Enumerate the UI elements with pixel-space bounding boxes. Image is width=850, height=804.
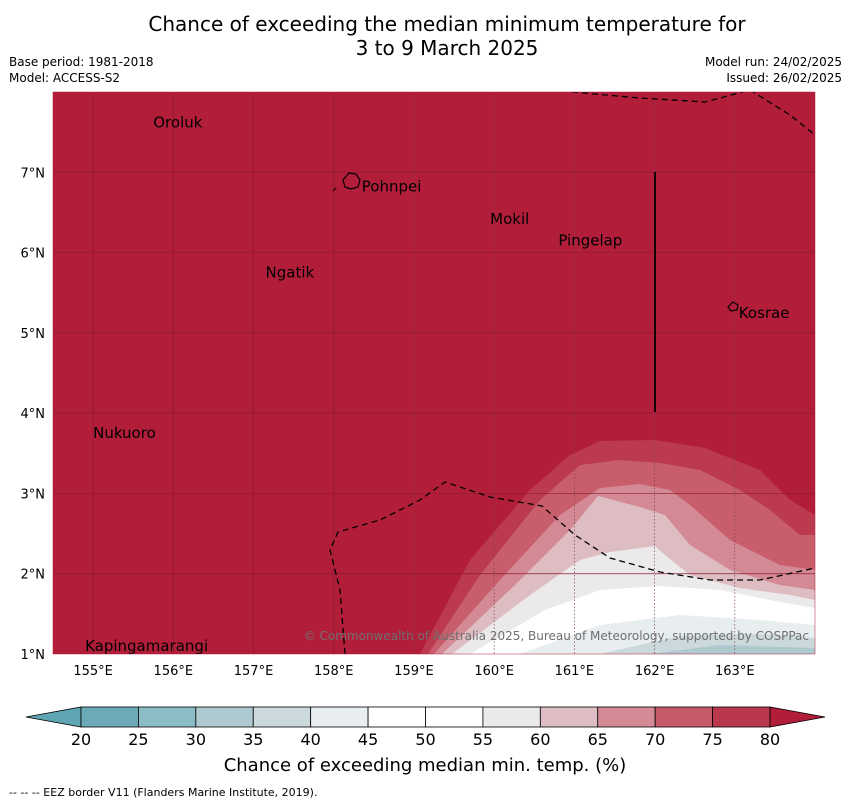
copyright-notice: © Commonwealth of Australia 2025, Bureau… — [304, 629, 809, 643]
eez-border-south — [329, 481, 815, 654]
title-line-1: Chance of exceeding the median minimum t… — [148, 12, 746, 36]
chart-title: Chance of exceeding the median minimum t… — [0, 12, 850, 60]
band-30 — [650, 645, 815, 654]
colorbar-segment — [539, 706, 599, 728]
map-area: Oroluk Pohnpei Mokil Pingelap Ngatik Kosrae Nu… — [53, 92, 815, 655]
place-label-kosrae: Kosrae — [739, 304, 790, 322]
lon-tick-label: 159°E — [394, 664, 434, 679]
metadata-right: Model run: 24/02/2025 Issued: 26/02/2025 — [705, 54, 842, 86]
place-label-oroluk: Oroluk — [153, 114, 202, 132]
colorbar-segment — [712, 706, 771, 728]
gridlines — [53, 92, 815, 654]
lon-tick-label: 162°E — [635, 664, 675, 679]
lat-tick-label: 3°N — [21, 487, 46, 502]
lon-tick-label: 156°E — [154, 664, 194, 679]
eez-footnote: -- -- -- EEZ border V11 (Flanders Marine… — [9, 786, 318, 799]
lat-tick-label: 4°N — [21, 407, 46, 422]
lat-tick-label: 7°N — [21, 166, 46, 181]
colorbar-tick-label: 50 — [415, 730, 436, 749]
colorbar-tick-label: 40 — [300, 730, 321, 749]
lat-tick-label: 2°N — [21, 568, 46, 583]
colorbar-tick-label: 75 — [702, 730, 723, 749]
colorbar-tick-label: 30 — [185, 730, 206, 749]
colorbar-segment — [310, 706, 369, 728]
pohnpei-island — [342, 172, 361, 190]
lon-tick-label: 155°E — [73, 664, 113, 679]
lon-tick-label: 163°E — [715, 664, 755, 679]
lon-tick-label: 158°E — [314, 664, 354, 679]
lon-tick-label: 160°E — [474, 664, 514, 679]
colorbar-title: Chance of exceeding median min. temp. (%… — [223, 755, 627, 776]
issued-date: Issued: 26/02/2025 — [726, 71, 842, 85]
metadata-left: Base period: 1981-2018 Model: ACCESS-S2 — [9, 54, 154, 86]
place-labels: Oroluk Pohnpei Mokil Pingelap Ngatik Kosrae Nu… — [85, 114, 790, 655]
model-run: Model run: 24/02/2025 — [704, 55, 842, 69]
place-label-ngatik: Ngatik — [266, 264, 315, 282]
colorbar-segment — [425, 706, 484, 728]
lat-tick-label: 5°N — [21, 327, 46, 342]
kosrae-island — [727, 301, 739, 312]
colorbar-tick-label: 20 — [70, 730, 92, 749]
colorbar-tick-label: 65 — [587, 730, 608, 749]
map-frame — [52, 91, 816, 655]
colorbar-tick-label: 55 — [472, 730, 494, 749]
lat-tick-label: 6°N — [21, 247, 46, 262]
lon-tick-label: 161°E — [555, 664, 595, 679]
eez-border-north — [571, 92, 815, 136]
model-name: Model: ACCESS-S2 — [9, 71, 121, 85]
latitude-tick-labels: 1°N 2°N 3°N 4°N 5°N 6°N 7°N — [21, 166, 46, 663]
lat-tick-label: 1°N — [21, 648, 46, 663]
colorbar-segment — [597, 706, 656, 728]
colorbar-segment — [482, 706, 541, 728]
colorbar-tick-label: 80 — [759, 730, 781, 749]
lon-tick-label: 157°E — [234, 664, 274, 679]
place-label-mokil: Mokil — [490, 210, 529, 228]
place-label-kapingamarangi: Kapingamarangi — [85, 637, 208, 655]
colorbar-segment — [654, 706, 713, 728]
place-label-pohnpei: Pohnpei — [362, 178, 422, 196]
place-label-nukuoro: Nukuoro — [93, 424, 156, 442]
pohnpei-islet — [332, 187, 337, 192]
place-label-pingelap: Pingelap — [558, 232, 622, 250]
colorbar-segment — [138, 706, 197, 728]
colorbar-arrow-high — [769, 706, 826, 728]
colorbar — [25, 706, 826, 728]
colorbar-tick-label: 45 — [357, 730, 379, 749]
colorbar-segment — [367, 706, 426, 728]
base-period: Base period: 1981-2018 — [9, 55, 154, 69]
colorbar-tick-label: 70 — [644, 730, 666, 749]
colorbar-segment — [80, 706, 139, 728]
colorbar-arrow-low — [25, 706, 82, 728]
colorbar-tick-label: 35 — [243, 730, 264, 749]
colorbar-segment — [195, 706, 254, 728]
title-line-2: 3 to 9 March 2025 — [355, 36, 539, 60]
colorbar-tick-label: 60 — [530, 730, 551, 749]
colorbar-tick-label: 25 — [128, 730, 149, 749]
longitude-tick-labels: 155°E 156°E 157°E 158°E 159°E 160°E 161°E 162°E… — [73, 664, 754, 679]
colorbar-segment — [252, 706, 312, 728]
